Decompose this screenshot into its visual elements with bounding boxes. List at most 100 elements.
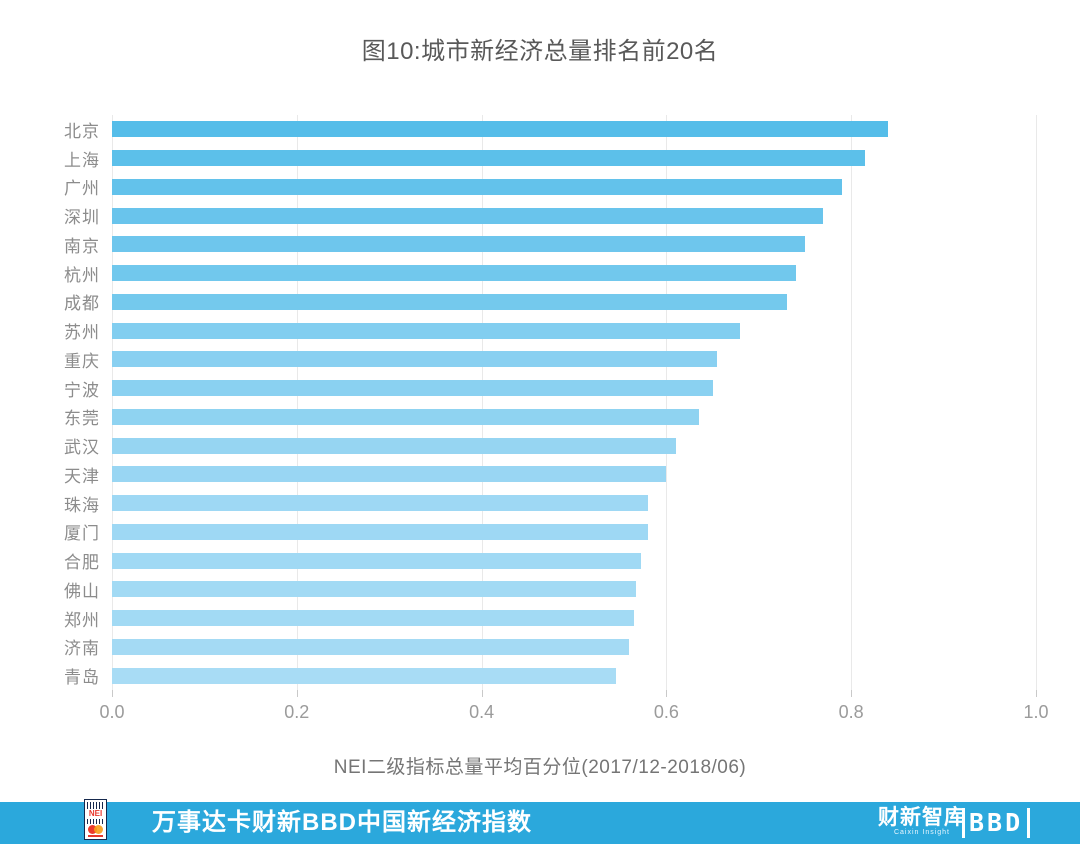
y-axis-label: 北京 xyxy=(64,121,100,141)
x-axis-tick xyxy=(296,690,298,697)
bar-青岛 xyxy=(112,667,616,684)
nei-logo-footer-bar xyxy=(88,835,103,837)
bar-厦门 xyxy=(112,523,648,540)
y-axis-label: 佛山 xyxy=(64,581,100,601)
y-axis-label: 济南 xyxy=(64,639,100,659)
x-axis-ticks xyxy=(112,690,1037,698)
x-axis-label: NEI二级指标总量平均百分位(2017/12-2018/06) xyxy=(333,757,747,778)
plot-area xyxy=(112,115,1037,690)
bar-row xyxy=(112,518,1036,547)
chart-title: 图10:城市新经济总量排名前20名 xyxy=(361,38,719,65)
gridline xyxy=(296,115,298,690)
y-axis-label: 天津 xyxy=(64,466,100,486)
bar-北京 xyxy=(112,121,889,138)
mastercard-red-circle-icon xyxy=(88,825,97,834)
nei-logo-text: NEI xyxy=(88,809,103,818)
bar-row xyxy=(112,115,1036,144)
x-axis-tick-labels: 0.0 0.2 0.4 0.6 0.8 1.0 xyxy=(99,702,1048,724)
bar-珠海 xyxy=(112,495,648,512)
bar-天津 xyxy=(112,466,667,483)
bar-row xyxy=(112,546,1036,575)
bar-深圳 xyxy=(112,207,824,224)
x-axis-tick-label: 0.8 xyxy=(838,702,864,722)
bar-郑州 xyxy=(112,610,635,627)
y-axis-label: 东莞 xyxy=(64,409,100,429)
bar-杭州 xyxy=(112,265,796,282)
bar-济南 xyxy=(112,638,630,655)
gridline xyxy=(851,115,853,690)
bar-重庆 xyxy=(112,351,718,368)
x-axis-tick-label: 0.0 xyxy=(99,702,125,722)
bar-row xyxy=(112,374,1036,403)
bar-row xyxy=(112,230,1036,259)
x-axis-tick-label: 1.0 xyxy=(1023,702,1049,722)
gridline xyxy=(481,115,483,690)
gridline xyxy=(666,115,668,690)
bar-合肥 xyxy=(112,552,641,569)
nei-logo-barcode2-icon xyxy=(87,819,104,824)
gridline xyxy=(112,115,113,690)
bar-东莞 xyxy=(112,408,699,425)
x-axis-tick xyxy=(481,690,483,697)
bar-row xyxy=(112,604,1036,633)
x-axis-tick xyxy=(851,690,853,697)
bar-row xyxy=(112,201,1036,230)
bar-佛山 xyxy=(112,581,636,598)
bar-row xyxy=(112,633,1036,662)
y-axis-label: 广州 xyxy=(64,179,100,199)
bar-row xyxy=(112,431,1036,460)
footer-band: NEI 万事达卡财新BBD中国新经济指数 财新智库 Caixin Insight… xyxy=(0,799,1080,844)
mastercard-orange-circle-icon xyxy=(94,825,103,834)
bar-南京 xyxy=(112,236,805,253)
caixin-logo-subtext: Caixin Insight xyxy=(893,829,951,836)
bar-row xyxy=(112,144,1036,173)
bar-广州 xyxy=(112,178,842,195)
y-axis-label: 杭州 xyxy=(64,265,100,285)
y-axis-labels: 北京上海广州深圳南京杭州成都苏州重庆宁波东莞武汉天津珠海厦门合肥佛山郑州济南青岛 xyxy=(0,115,100,690)
bar-row xyxy=(112,288,1036,317)
y-axis-label: 南京 xyxy=(64,236,100,256)
bar-row xyxy=(112,345,1036,374)
bar-row xyxy=(112,403,1036,432)
y-axis-label: 珠海 xyxy=(64,495,100,515)
y-axis-label: 武汉 xyxy=(64,438,100,458)
y-axis-label: 上海 xyxy=(64,150,100,170)
y-axis-label: 厦门 xyxy=(64,524,100,544)
bar-row xyxy=(112,259,1036,288)
bar-成都 xyxy=(112,293,787,310)
y-axis-label: 宁波 xyxy=(64,380,100,400)
x-axis-tick xyxy=(1036,690,1037,697)
bar-rows xyxy=(112,115,1036,690)
x-axis-tick xyxy=(112,690,113,697)
bar-row xyxy=(112,173,1036,202)
bar-苏州 xyxy=(112,322,741,339)
gridline xyxy=(1036,115,1037,690)
bar-宁波 xyxy=(112,380,713,397)
y-axis-label: 重庆 xyxy=(64,351,100,371)
bar-row xyxy=(112,316,1036,345)
bar-row xyxy=(112,575,1036,604)
mastercard-circles-icon xyxy=(88,825,103,834)
bar-武汉 xyxy=(112,437,676,454)
x-axis-tick-label: 0.6 xyxy=(653,702,679,722)
y-axis-label: 青岛 xyxy=(64,668,100,688)
footer-title: 万事达卡财新BBD中国新经济指数 xyxy=(152,809,532,836)
y-axis-label: 苏州 xyxy=(64,323,100,343)
bar-上海 xyxy=(112,150,866,167)
y-axis-label: 合肥 xyxy=(64,553,100,573)
bar-row xyxy=(112,661,1036,690)
bar-row xyxy=(112,460,1036,489)
x-axis-tick xyxy=(666,690,668,697)
nei-logo: NEI xyxy=(84,799,107,840)
y-axis-label: 成都 xyxy=(64,294,100,314)
y-axis-label: 郑州 xyxy=(64,610,100,630)
y-axis-label: 深圳 xyxy=(64,208,100,228)
caixin-logo: 财新智库 Caixin Insight xyxy=(878,807,966,837)
bar-row xyxy=(112,489,1036,518)
nei-logo-barcode-icon xyxy=(87,802,104,809)
x-axis-tick-label: 0.4 xyxy=(469,702,495,722)
bbd-logo: BBD xyxy=(962,808,1031,838)
x-axis-tick-label: 0.2 xyxy=(284,702,310,722)
caixin-logo-text: 财新智库 xyxy=(878,806,966,829)
